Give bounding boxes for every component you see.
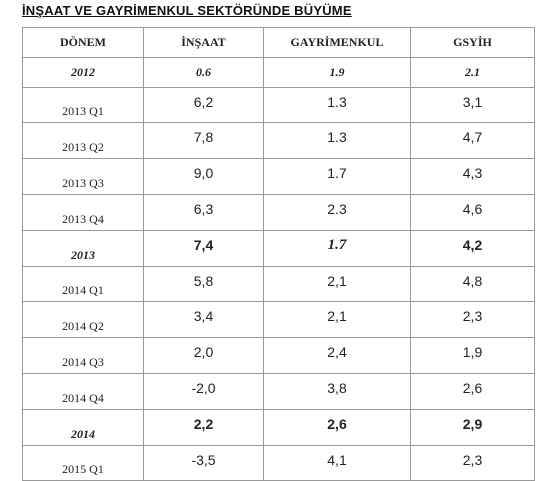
value-cell: 1.3 [263,122,411,160]
period-cell: 2013 Q3 [22,158,144,195]
period-cell: 2012 [22,56,144,88]
period-cell: 2014 Q1 [22,265,144,303]
column-header: İNŞAAT [143,27,264,58]
value-cell: -3,5 [143,444,264,481]
table-row: 2014 Q1 5,8 2,1 4,8 [22,265,535,303]
value-cell: 4,3 [410,158,535,195]
value-cell: 2,6 [410,372,535,410]
period-cell: 2014 Q4 [22,372,144,410]
value-cell: 5,8 [143,265,264,303]
table-row: 2012 0.6 1.9 2.1 [22,56,535,88]
value-cell: 7,8 [143,122,264,160]
value-cell: 1,9 [410,337,535,374]
table-row: 2014 Q3 2,0 2,4 1,9 [22,337,535,374]
value-cell: 7,4 [143,229,264,267]
value-cell: 6,3 [143,193,264,231]
value-cell: 3,8 [263,372,411,410]
period-cell: 2013 Q4 [22,193,144,231]
value-cell: 4,6 [410,193,535,231]
period-cell: 2015 Q1 [22,444,144,481]
value-cell: 4,2 [410,229,535,267]
value-cell: 2,3 [410,301,535,339]
column-header: GSYİH [410,27,535,58]
period-cell: 2014 Q2 [22,301,144,339]
value-cell: 1.9 [263,56,411,88]
table-row: 2014 2,2 2,6 2,9 [22,408,535,446]
value-cell: 2,1 [263,265,411,303]
value-cell: 4,1 [263,444,411,481]
value-cell: 2.1 [410,56,535,88]
title: İNŞAAT VE GAYRİMENKUL SEKTÖRÜNDE BÜYÜME [22,3,352,18]
period-cell: 2014 [22,408,144,446]
value-cell: 2,0 [143,337,264,374]
table-body: 2012 0.6 1.9 2.1 2013 Q1 6,2 1.3 3,1 2013 Q2 7,8 1… [22,56,535,481]
value-cell: 1.7 [263,158,411,195]
table-row: 2015 Q1 -3,5 4,1 2,3 [22,444,535,481]
table-row: 2013 Q2 7,8 1.3 4,7 [22,122,535,160]
period-cell: 2014 Q3 [22,337,144,374]
value-cell: 3,4 [143,301,264,339]
growth-table: DÖNEM İNŞAAT GAYRİMENKUL GSYİH 2012 0.6 1.9 2.… [22,27,535,481]
page: İNŞAAT VE GAYRİMENKUL SEKTÖRÜNDE BÜYÜME … [22,3,535,481]
value-cell: 2,4 [263,337,411,374]
value-cell: 2.3 [263,193,411,231]
value-cell: 1.3 [263,86,411,124]
value-cell: 2,1 [263,301,411,339]
value-cell: 0.6 [143,56,264,88]
header-row: DÖNEM İNŞAAT GAYRİMENKUL GSYİH [22,27,535,58]
period-cell: 2013 Q2 [22,122,144,160]
value-cell: 2,9 [410,408,535,446]
value-cell: 2,3 [410,444,535,481]
value-cell: 4,7 [410,122,535,160]
value-cell: 2,2 [143,408,264,446]
table-row: 2013 Q1 6,2 1.3 3,1 [22,86,535,124]
period-cell: 2013 Q1 [22,86,144,124]
value-cell: 3,1 [410,86,535,124]
value-cell: 2,6 [263,408,411,446]
table-row: 2014 Q2 3,4 2,1 2,3 [22,301,535,339]
value-cell: -2,0 [143,372,264,410]
table-row: 2014 Q4 -2,0 3,8 2,6 [22,372,535,410]
table-row: 2013 7,4 1.7 4,2 [22,229,535,267]
value-cell: 9,0 [143,158,264,195]
column-header: DÖNEM [22,27,144,58]
value-cell: 4,8 [410,265,535,303]
value-cell: 6,2 [143,86,264,124]
period-cell: 2013 [22,229,144,267]
column-header: GAYRİMENKUL [263,27,411,58]
table-row: 2013 Q4 6,3 2.3 4,6 [22,193,535,231]
table-row: 2013 Q3 9,0 1.7 4,3 [22,158,535,195]
value-cell: 1.7 [263,229,411,267]
